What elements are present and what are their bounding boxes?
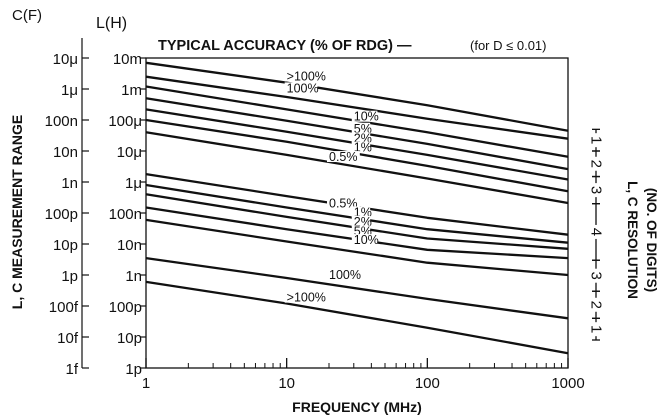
curve-label-bg	[284, 291, 325, 303]
curve-label-bg	[327, 197, 360, 209]
l-tick-label: 10μ	[117, 144, 142, 161]
right-axis-title-line2: (NO. OF DIGITS)	[644, 188, 659, 292]
x-axis-ticks: 1 10 100 1000	[142, 358, 585, 392]
l-axis-ticks: 10m 1m 100μ 10μ 1μ 100n 10n 1n 100p 10p 1p	[108, 51, 146, 378]
l-axis-header: L(H)	[96, 15, 127, 32]
l-tick-label: 10m	[113, 51, 142, 68]
curve-label-13: >100%	[287, 291, 326, 305]
curve-label-bg	[284, 70, 325, 82]
resolution-digit-label: 1	[588, 136, 605, 144]
c-tick-label: 10f	[57, 330, 79, 347]
c-tick-label: 100p	[45, 206, 78, 223]
accuracy-curve-labels: >100%100%10%5%2%1%0.5%0.5%1%2%5%10%100%>…	[284, 69, 379, 305]
c-axis-ticks: 10μ 1μ 100n 10n 1n 100p 10p 1p 100f 10f 1f	[45, 51, 89, 378]
l-tick-label: 1m	[121, 82, 142, 99]
c-tick-label: 100f	[49, 299, 79, 316]
curve-label-0: >100%	[287, 69, 326, 83]
c-axis-header: C(F)	[12, 7, 42, 24]
x-tick-label: 10	[278, 375, 295, 392]
accuracy-curve-11	[145, 218, 569, 277]
l-tick-label: 100μ	[108, 113, 142, 130]
c-tick-label: 10μ	[53, 51, 78, 68]
c-tick-label: 1p	[61, 268, 78, 285]
curve-label-bg	[351, 132, 371, 144]
curve-label-3: 5%	[354, 122, 372, 136]
c-tick-label: 10p	[53, 237, 78, 254]
x-tick-label: 100	[415, 375, 440, 392]
resolution-digit-label: 3	[588, 186, 605, 194]
resolution-digit-label: 4	[588, 228, 605, 236]
right-axis-title-line1: L, C RESOLUTION	[625, 181, 640, 299]
curve-label-11: 10%	[354, 233, 379, 247]
curve-label-1: 100%	[287, 81, 319, 95]
c-tick-label: 100n	[45, 113, 78, 130]
curve-label-bg	[351, 206, 371, 218]
curve-label-bg	[351, 225, 371, 237]
l-tick-label: 10p	[117, 330, 142, 347]
curve-label-bg	[351, 141, 371, 153]
c-tick-label: 10n	[53, 144, 78, 161]
chart-subtitle: (for D ≤ 0.01)	[470, 38, 547, 53]
y-axis-title: L, C MEASUREMENT RANGE	[9, 115, 25, 309]
resolution-digits-scale: 1 2 3 4 3 2 1	[588, 128, 605, 341]
x-tick-label: 1	[142, 375, 150, 392]
accuracy-curve-12	[145, 256, 569, 320]
resolution-digit-label: 1	[588, 325, 605, 333]
curve-label-bg	[351, 122, 371, 134]
l-tick-label: 1p	[125, 361, 142, 378]
curve-label-7: 0.5%	[329, 196, 358, 210]
l-tick-label: 10n	[117, 237, 142, 254]
curve-label-9: 2%	[354, 215, 372, 229]
curve-label-bg	[351, 234, 378, 246]
resolution-digit-label: 2	[588, 301, 605, 309]
x-axis-title: FREQUENCY (MHz)	[292, 399, 422, 415]
resolution-digit-label: 3	[588, 272, 605, 280]
chart-title: TYPICAL ACCURACY (% OF RDG) —	[158, 38, 412, 54]
curve-label-12: 100%	[329, 268, 361, 282]
x-tick-label: 1000	[551, 375, 584, 392]
accuracy-curve-13	[145, 280, 569, 355]
curve-label-bg	[284, 82, 318, 94]
curve-label-6: 0.5%	[329, 150, 358, 164]
l-tick-label: 1μ	[125, 175, 142, 192]
curve-label-bg	[327, 269, 360, 281]
accuracy-curve-1	[145, 75, 569, 140]
c-tick-label: 1n	[61, 175, 78, 192]
l-tick-label: 100p	[109, 299, 142, 316]
accuracy-curve-6	[145, 131, 569, 205]
l-tick-label: 100n	[109, 206, 142, 223]
l-tick-label: 1n	[125, 268, 142, 285]
resolution-digit-label: 2	[588, 160, 605, 168]
accuracy-curve-0	[145, 61, 569, 132]
curve-label-2: 10%	[354, 110, 379, 124]
curve-label-bg	[351, 215, 371, 227]
c-tick-label: 1μ	[61, 82, 78, 99]
c-tick-label: 1f	[65, 361, 78, 378]
curve-label-bg	[351, 110, 378, 122]
curve-label-bg	[327, 151, 360, 163]
